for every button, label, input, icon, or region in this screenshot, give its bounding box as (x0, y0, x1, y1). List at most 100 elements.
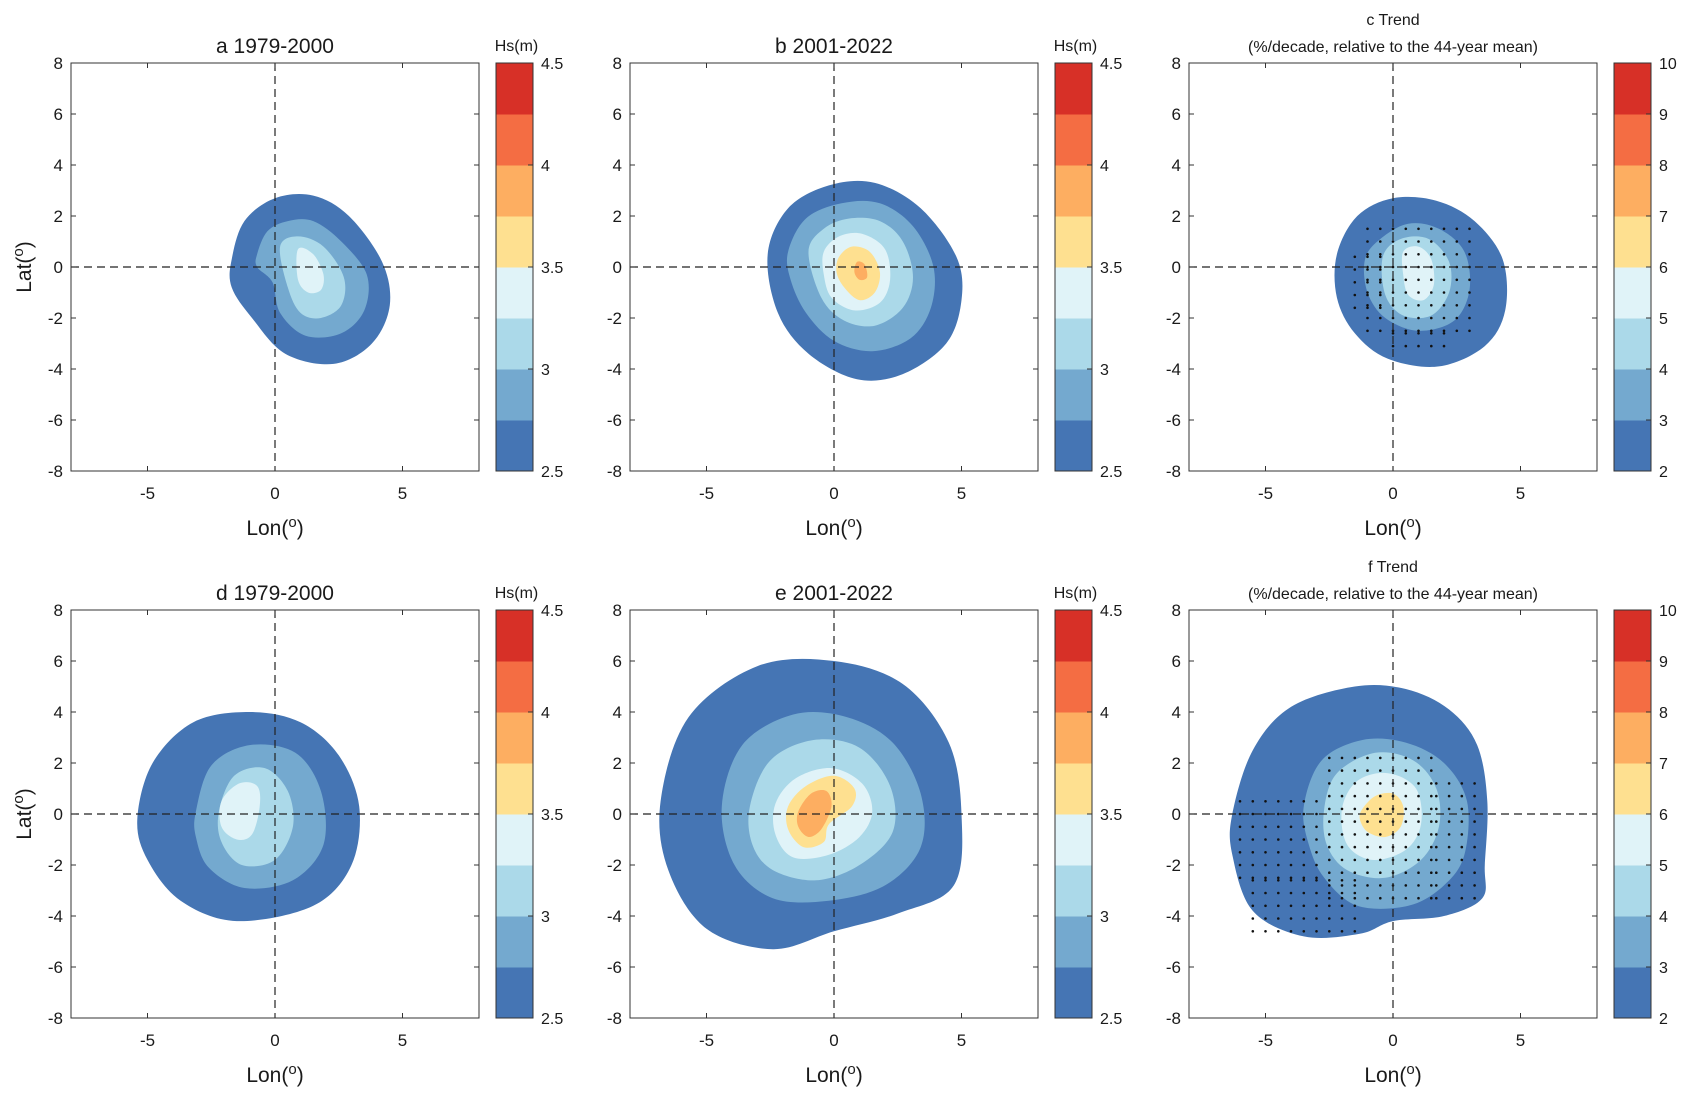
stipple-dot (1442, 344, 1446, 348)
panel-title: d 1979-2000 (216, 582, 334, 605)
stipple-dot (1315, 863, 1318, 867)
colorbar: 2.5 3 3.5 4 4.5Hs(m) (495, 38, 564, 481)
stipple-dot (1366, 268, 1369, 271)
stipple-dot (1404, 253, 1408, 256)
x-tick-label: -5 (140, 1031, 155, 1050)
x-tick-label: 5 (398, 484, 407, 503)
colorbar-tick-label: 10 (1659, 56, 1677, 73)
colorbar-tick-label: 4 (541, 158, 550, 175)
stipple-dot (1302, 904, 1306, 908)
y-tick-label: -2 (1166, 309, 1181, 328)
stipple-dot (1417, 858, 1420, 862)
stipple-dot (1366, 306, 1369, 310)
stipple-dot (1264, 812, 1267, 816)
contour-fills (1229, 684, 1488, 939)
stipple-dot (1264, 876, 1267, 880)
stipple-dot (1379, 278, 1382, 282)
stipple-dot (1404, 278, 1408, 282)
colorbar-tick-label: 6 (1659, 260, 1668, 277)
colorbar-tick-label: 2.5 (1100, 464, 1122, 481)
colorbar-segment (496, 916, 533, 968)
x-tick-label: 5 (1516, 1031, 1525, 1050)
stipple-dot (1468, 227, 1471, 231)
y-tick-label: 8 (54, 54, 63, 73)
stipple-dot (1328, 930, 1331, 933)
stipple-dot (1353, 293, 1357, 297)
stipple-dot (1460, 807, 1464, 811)
stipple-dot (1404, 782, 1408, 785)
stipple-dot (1353, 904, 1357, 908)
stipple-dot (1417, 896, 1420, 900)
y-tick-label: 2 (54, 754, 63, 773)
colorbar-tick-label: 4 (1100, 158, 1109, 175)
stipple-dot (1315, 876, 1318, 880)
stipple-dot (1435, 858, 1438, 862)
x-axis-label: Lon(o) (1364, 1061, 1421, 1087)
y-tick-label: -6 (1166, 958, 1181, 977)
panel-a: -5 0 5 8 6 4 2 0 -2 -4 -6 -8 Lon(o) Lat(o) a 1979-2000… (10, 35, 563, 540)
colorbar-tick-label: 3 (1659, 413, 1668, 430)
colorbar-segment (1055, 114, 1092, 166)
y-tick-label: 4 (613, 703, 622, 722)
stipple-dot (1289, 838, 1293, 841)
stipple-dot (1404, 756, 1408, 760)
contour-level-5 (1401, 246, 1435, 301)
stipple-dot (1473, 820, 1476, 823)
stipple-dot (1460, 884, 1464, 887)
stipple-dot (1447, 858, 1451, 862)
y-tick-label: 8 (613, 54, 622, 73)
stipple-dot (1353, 879, 1357, 882)
stipple-dot (1353, 884, 1357, 887)
stipple-dot (1353, 769, 1357, 772)
stipple-dot (1435, 794, 1438, 798)
stipple-dot (1328, 858, 1331, 862)
stipple-dot (1417, 329, 1420, 333)
stipple-dot (1340, 891, 1344, 895)
stipple-dot (1328, 756, 1331, 760)
stipple-dot (1366, 316, 1369, 320)
stipple-dot (1328, 871, 1331, 874)
stipple-dot (1353, 845, 1357, 849)
significance-stipple (1353, 227, 1471, 348)
colorbar-segment (1614, 967, 1651, 1019)
stipple-dot (1366, 833, 1369, 836)
stipple-dot (1442, 332, 1446, 335)
stipple-dot (1417, 278, 1420, 282)
stipple-dot (1468, 240, 1471, 243)
colorbar: 2 3 4 5 6 7 8 9 10 (1613, 56, 1677, 481)
stipple-dot (1340, 782, 1344, 785)
stipple-dot (1353, 268, 1357, 271)
stipple-dot (1251, 917, 1255, 920)
stipple-dot (1442, 329, 1446, 333)
stipple-dot (1302, 917, 1306, 920)
colorbar-tick-label: 10 (1659, 603, 1677, 620)
stipple-dot (1340, 871, 1344, 874)
stipple-dot (1328, 820, 1331, 823)
y-tick-label: 6 (1172, 105, 1181, 124)
stipple-dot (1289, 879, 1293, 882)
colorbar-segment (1055, 916, 1092, 968)
stipple-dot (1238, 838, 1242, 841)
colorbar-tick-label: 3 (1100, 362, 1109, 379)
contour-fills (767, 180, 963, 381)
stipple-dot (1430, 820, 1433, 823)
stipple-dot (1340, 833, 1344, 836)
stipple-dot (1455, 316, 1459, 320)
stipple-dot (1404, 329, 1408, 333)
panel-c: -5 0 5 8 6 4 2 0 -2 -4 -6 -8 Lon(o) c Trend (%/decade,… (1166, 12, 1677, 540)
stipple-dot (1353, 896, 1357, 900)
stipple-dot (1289, 863, 1293, 867)
stipple-dot (1379, 896, 1382, 900)
stipple-dot (1277, 863, 1280, 867)
stipple-dot (1473, 807, 1476, 811)
stipple-dot (1379, 884, 1382, 887)
stipple-dot (1435, 833, 1438, 836)
colorbar-segment (1055, 63, 1092, 115)
stipple-dot (1455, 278, 1459, 282)
stipple-dot (1366, 304, 1369, 307)
colorbar-tick-label: 2.5 (541, 1011, 563, 1028)
colorbar-segment (496, 763, 533, 815)
colorbar-tick-label: 9 (1659, 107, 1668, 124)
stipple-dot (1435, 782, 1438, 785)
contour-level-3.25 (219, 782, 261, 841)
